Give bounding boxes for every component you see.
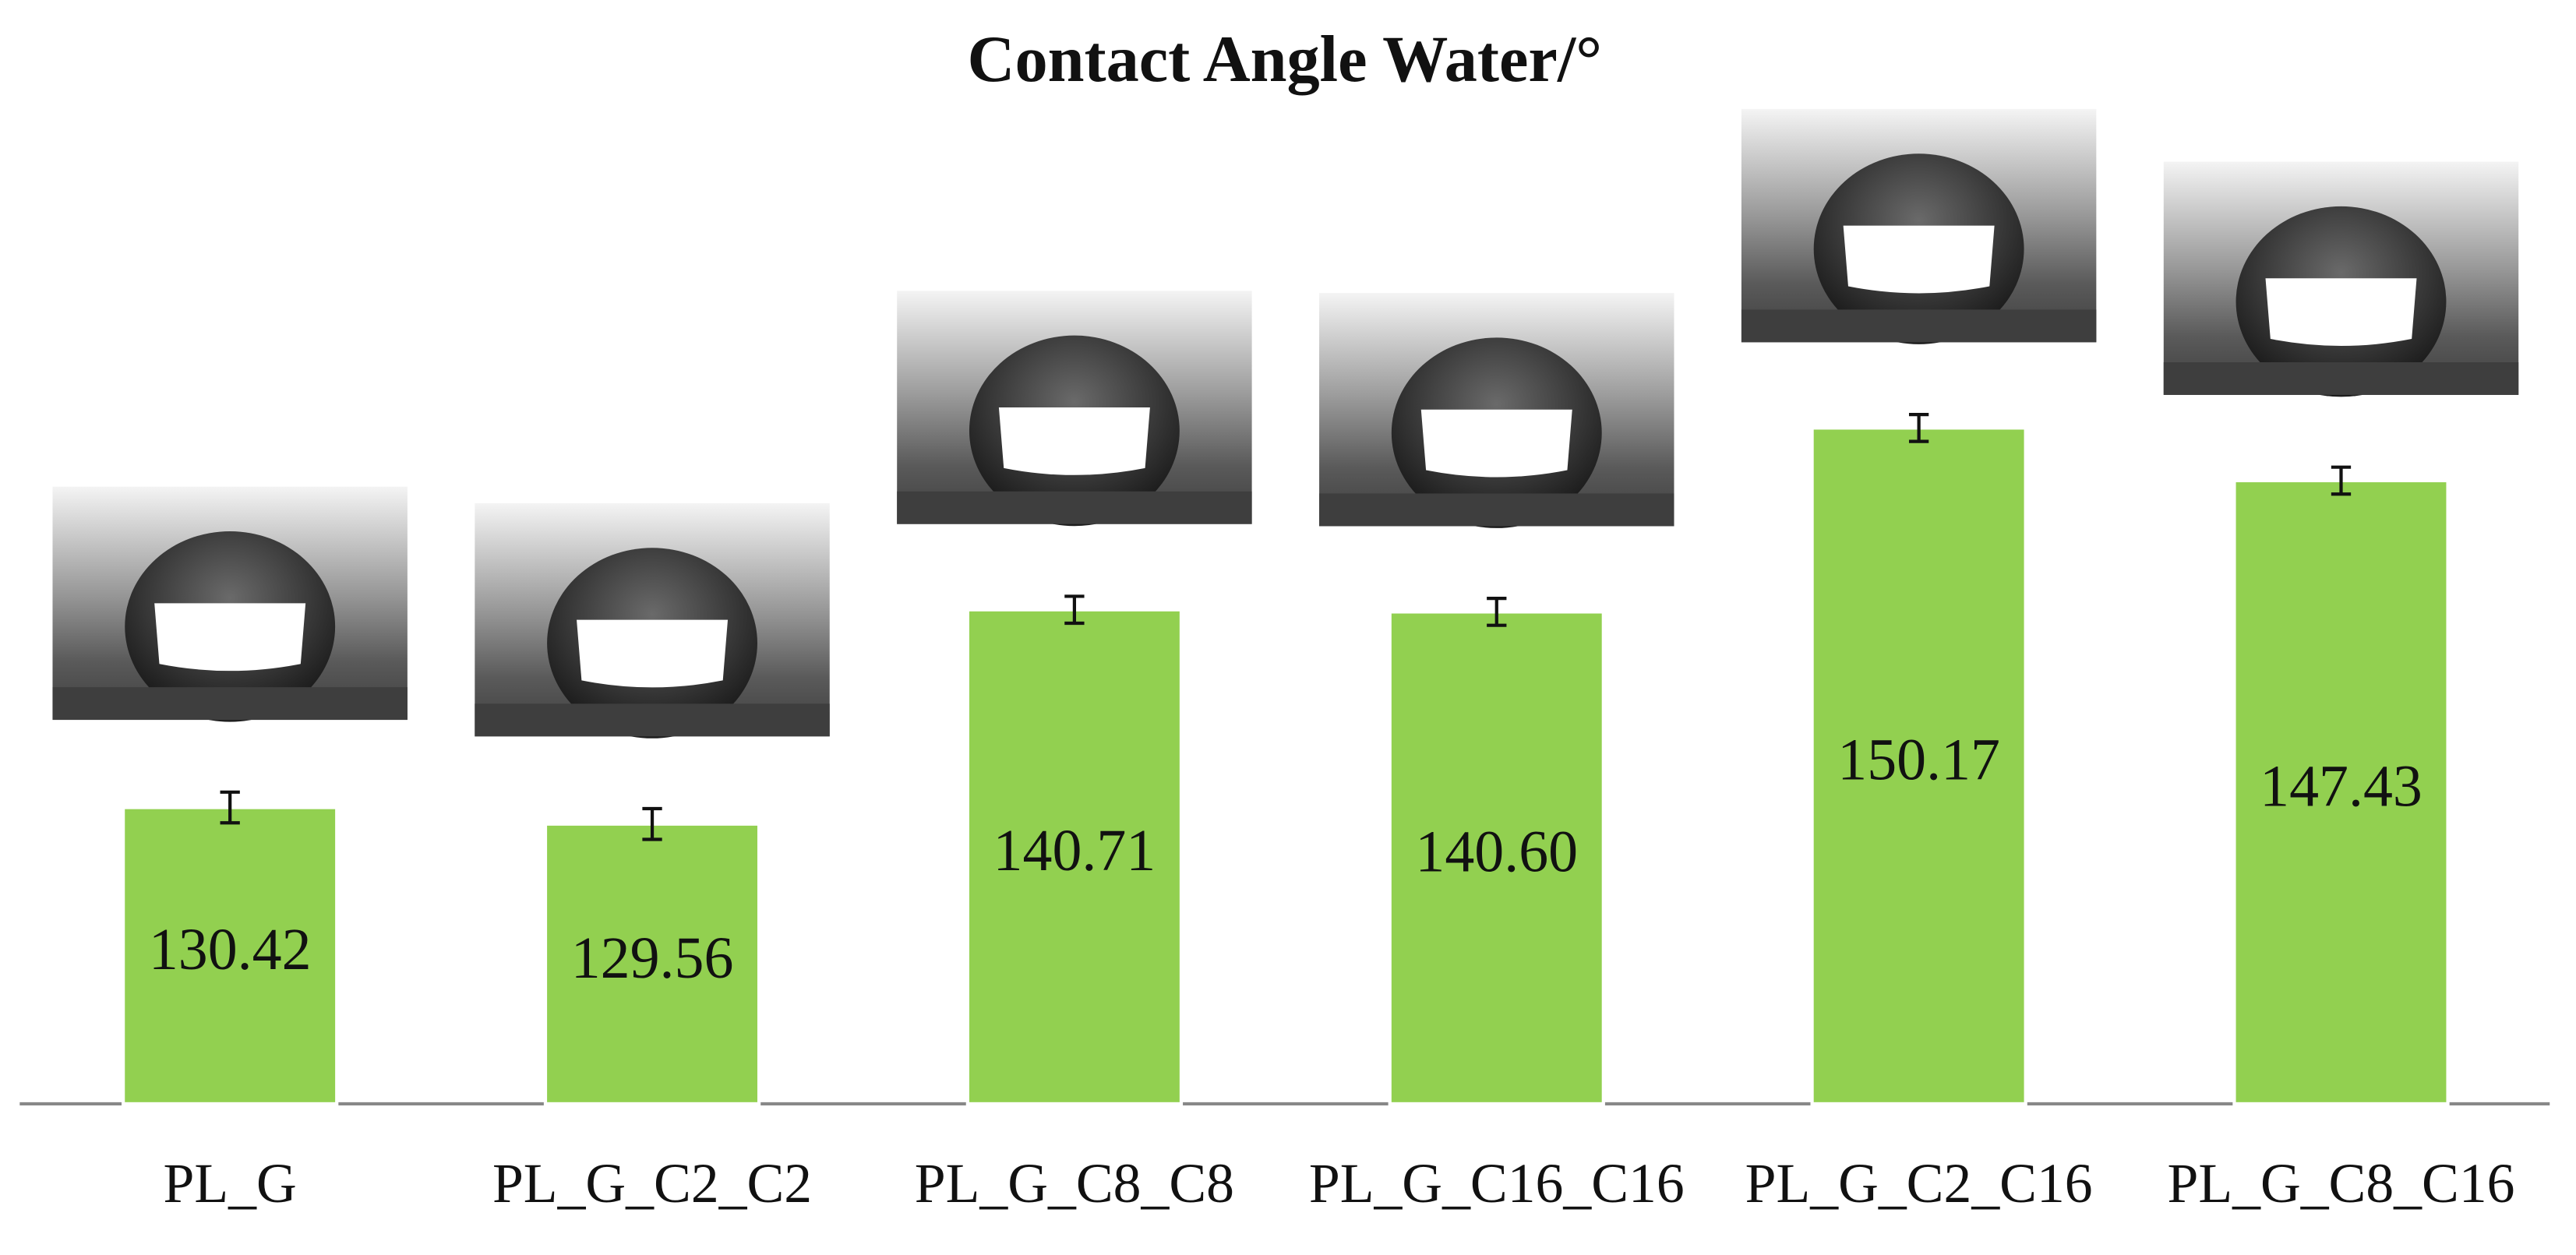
droplet-photo (897, 291, 1252, 527)
value-label: 150.17 (1837, 728, 2000, 793)
photo-surface (475, 703, 830, 737)
bar (1388, 610, 1605, 1106)
error-bar (1064, 594, 1085, 626)
x-tick-label: PL_G_C8_C8 (915, 1152, 1234, 1214)
bar (965, 608, 1184, 1106)
droplet-photo (52, 486, 408, 722)
photo-surface (1741, 309, 2097, 343)
bar (543, 822, 761, 1106)
x-tick-label: PL_G (164, 1152, 297, 1214)
photo-surface (52, 687, 408, 721)
x-tick-label: PL_G_C2_C16 (1745, 1152, 2093, 1214)
value-label: 130.42 (149, 917, 312, 982)
x-tick-label: PL_G_C8_C16 (2167, 1152, 2514, 1214)
value-label: 147.43 (2260, 753, 2422, 819)
error-bar (220, 790, 240, 825)
droplet-photo (1319, 292, 1674, 528)
chart-title: Contact Angle Water/° (968, 23, 1602, 96)
droplet-photo (1741, 108, 2097, 344)
value-label: 140.60 (1415, 820, 1578, 885)
droplet-highlight (1420, 409, 1572, 478)
droplet-photo (475, 502, 830, 739)
photo-surface (897, 491, 1252, 524)
bar (122, 806, 339, 1106)
droplet-photo (2163, 161, 2519, 397)
photo-surface (1319, 493, 1674, 527)
error-bar (1487, 597, 1507, 627)
photo-surface (2163, 361, 2519, 395)
error-bar (1908, 412, 1929, 443)
droplet-highlight (154, 603, 306, 672)
droplet-highlight (998, 407, 1150, 475)
droplet-highlight (1843, 225, 1995, 294)
value-label: 140.71 (993, 818, 1156, 883)
droplet-highlight (2265, 278, 2417, 347)
error-bar (642, 806, 662, 841)
droplet-highlight (577, 619, 729, 688)
x-tick-label: PL_G_C2_C2 (492, 1152, 812, 1214)
x-tick-label: PL_G_C16_C16 (1309, 1152, 1685, 1214)
bar (2232, 478, 2450, 1106)
bar (1810, 426, 2027, 1106)
error-bar (2331, 465, 2352, 496)
value-label: 129.56 (571, 925, 734, 991)
